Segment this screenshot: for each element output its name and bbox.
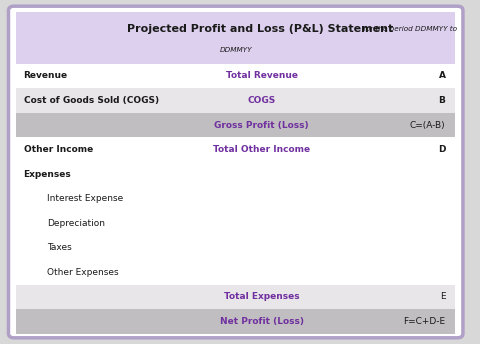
Bar bbox=[16, 186, 455, 211]
Bar bbox=[16, 162, 455, 186]
Bar bbox=[16, 309, 455, 334]
Text: Revenue: Revenue bbox=[24, 72, 68, 80]
Text: Other Income: Other Income bbox=[24, 145, 93, 154]
Text: DDMMYY: DDMMYY bbox=[219, 47, 252, 53]
Bar bbox=[16, 12, 455, 64]
Text: Gross Profit (Loss): Gross Profit (Loss) bbox=[215, 120, 309, 129]
Text: F=C+D-E: F=C+D-E bbox=[403, 317, 445, 326]
Bar bbox=[16, 211, 455, 236]
Text: C=(A-B): C=(A-B) bbox=[410, 120, 445, 129]
Bar bbox=[16, 284, 455, 309]
Bar bbox=[16, 137, 455, 162]
Text: Expenses: Expenses bbox=[24, 170, 72, 179]
Bar bbox=[16, 236, 455, 260]
Text: Net Profit (Loss): Net Profit (Loss) bbox=[220, 317, 304, 326]
Text: Interest Expense: Interest Expense bbox=[47, 194, 123, 203]
Text: for the period DDMMYY to: for the period DDMMYY to bbox=[360, 26, 456, 32]
FancyBboxPatch shape bbox=[9, 6, 463, 338]
Text: Projected Profit and Loss (P&L) Statement: Projected Profit and Loss (P&L) Statemen… bbox=[127, 24, 394, 34]
Bar bbox=[16, 113, 455, 137]
Text: Cost of Goods Sold (COGS): Cost of Goods Sold (COGS) bbox=[24, 96, 159, 105]
Text: Other Expenses: Other Expenses bbox=[47, 268, 119, 277]
Bar bbox=[16, 88, 455, 113]
Text: Taxes: Taxes bbox=[47, 243, 72, 252]
Text: B: B bbox=[439, 96, 445, 105]
Text: A: A bbox=[439, 72, 445, 80]
Bar bbox=[16, 64, 455, 88]
Text: COGS: COGS bbox=[248, 96, 276, 105]
Text: Depreciation: Depreciation bbox=[47, 219, 105, 228]
Bar bbox=[16, 260, 455, 284]
Text: Total Other Income: Total Other Income bbox=[213, 145, 310, 154]
Text: Total Revenue: Total Revenue bbox=[226, 72, 298, 80]
Text: Total Expenses: Total Expenses bbox=[224, 292, 300, 301]
Text: D: D bbox=[438, 145, 445, 154]
Text: E: E bbox=[440, 292, 445, 301]
